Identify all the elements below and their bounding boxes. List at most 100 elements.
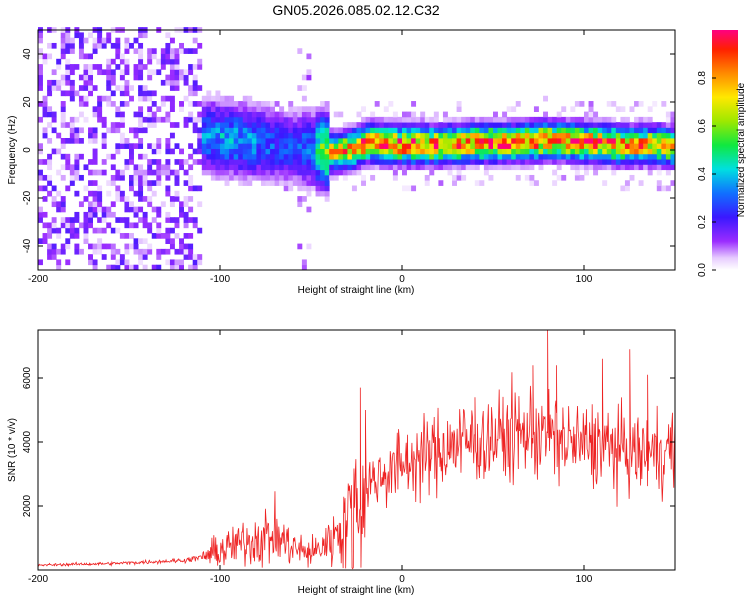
- heatmap-cell: [615, 153, 621, 160]
- heatmap-cell: [297, 132, 303, 139]
- heatmap-cell: [515, 159, 521, 165]
- heatmap-cell: [524, 164, 530, 171]
- heatmap-cell: [383, 116, 389, 123]
- heatmap-cell: [242, 148, 248, 155]
- heatmap-cell: [506, 127, 512, 134]
- heatmap-cell: [584, 116, 589, 123]
- heatmap-cell: [356, 153, 362, 160]
- heatmap-cell: [174, 190, 180, 197]
- heatmap-cell: [574, 159, 580, 165]
- heatmap-cell: [138, 190, 144, 197]
- heatmap-cell: [324, 132, 330, 139]
- heatmap-cell: [174, 79, 180, 86]
- heatmap-cell: [183, 222, 189, 229]
- heatmap-cell: [69, 37, 75, 44]
- heatmap-cell: [306, 243, 312, 250]
- heatmap-cell: [88, 74, 93, 81]
- heatmap-cell: [515, 122, 521, 128]
- heatmap-cell: [147, 196, 153, 202]
- heatmap-cell: [65, 138, 71, 144]
- heatmap-cell: [515, 153, 521, 160]
- heatmap-cell: [456, 174, 462, 181]
- heatmap-cell: [520, 148, 526, 155]
- heatmap-cell: [588, 148, 594, 155]
- heatmap-cell: [570, 132, 576, 139]
- heatmap-cell: [256, 169, 262, 176]
- heatmap-cell: [611, 122, 617, 128]
- heatmap-cell: [338, 169, 344, 176]
- heatmap-cell: [411, 116, 417, 123]
- heatmap-cell: [301, 127, 307, 134]
- heatmap-cell: [197, 64, 203, 70]
- heatmap-cell: [483, 143, 489, 149]
- heatmap-cell: [388, 143, 394, 149]
- heatmap-cell: [92, 196, 98, 202]
- heatmap-cell: [474, 180, 480, 186]
- heatmap-cell: [115, 196, 121, 202]
- heatmap-cell: [138, 85, 144, 91]
- heatmap-cell: [292, 174, 298, 181]
- heatmap-cell: [351, 169, 357, 176]
- heatmap-cell: [584, 159, 589, 165]
- heatmap-cell: [424, 138, 430, 144]
- heatmap-cell: [474, 132, 480, 139]
- heatmap-cell: [142, 254, 148, 260]
- heatmap-cell: [110, 79, 116, 86]
- heatmap-cell: [129, 264, 134, 271]
- heatmap-cell: [156, 138, 162, 144]
- heatmap-cell: [597, 159, 603, 165]
- heatmap-cell: [515, 164, 521, 171]
- heatmap-cell: [83, 185, 89, 192]
- heatmap-cell: [119, 116, 125, 123]
- heatmap-cell: [197, 138, 203, 144]
- x-tick-label: -200: [28, 574, 48, 585]
- heatmap-cell: [220, 148, 225, 155]
- heatmap-cell: [392, 174, 398, 181]
- heatmap-cell: [129, 174, 134, 181]
- heatmap-cell: [60, 153, 66, 160]
- heatmap-cell: [442, 132, 448, 139]
- heatmap-cell: [60, 138, 66, 144]
- heatmap-cell: [656, 148, 662, 155]
- heatmap-cell: [429, 159, 435, 165]
- heatmap-cell: [242, 164, 248, 171]
- heatmap-cell: [470, 143, 476, 149]
- heatmap-cell: [488, 164, 494, 171]
- heatmap-cell: [520, 153, 526, 160]
- heatmap-cell: [593, 111, 599, 118]
- heatmap-cell: [333, 143, 339, 149]
- heatmap-cell: [429, 169, 435, 176]
- heatmap-cell: [233, 116, 239, 123]
- heatmap-cell: [533, 180, 539, 186]
- heatmap-cell: [115, 42, 121, 49]
- heatmap-cell: [374, 116, 380, 123]
- heatmap-cell: [142, 64, 148, 70]
- heatmap-cell: [320, 148, 326, 155]
- heatmap-cell: [356, 159, 362, 165]
- heatmap-cell: [42, 106, 48, 112]
- heatmap-cell: [301, 174, 307, 181]
- heatmap-cell: [297, 243, 303, 250]
- heatmap-cell: [365, 122, 371, 128]
- heatmap-cell: [529, 138, 535, 144]
- heatmap-cell: [192, 64, 198, 70]
- heatmap-cell: [561, 159, 567, 165]
- heatmap-cell: [438, 159, 444, 165]
- heatmap-cell: [192, 90, 198, 97]
- heatmap-cell: [210, 174, 216, 181]
- heatmap-cell: [342, 132, 348, 139]
- heatmap-cell: [301, 264, 307, 271]
- heatmap-cell: [88, 259, 93, 266]
- heatmap-cell: [338, 138, 344, 144]
- heatmap-cell: [183, 254, 189, 260]
- heatmap-cell: [361, 153, 366, 160]
- heatmap-cell: [270, 122, 275, 128]
- heatmap-cell: [97, 37, 103, 44]
- heatmap-cell: [179, 42, 184, 49]
- heatmap-cell: [588, 116, 594, 123]
- heatmap-cell: [301, 143, 307, 149]
- heatmap-cell: [374, 143, 380, 149]
- heatmap-cell: [151, 217, 157, 223]
- heatmap-cell: [292, 127, 298, 134]
- heatmap-cell: [447, 164, 453, 171]
